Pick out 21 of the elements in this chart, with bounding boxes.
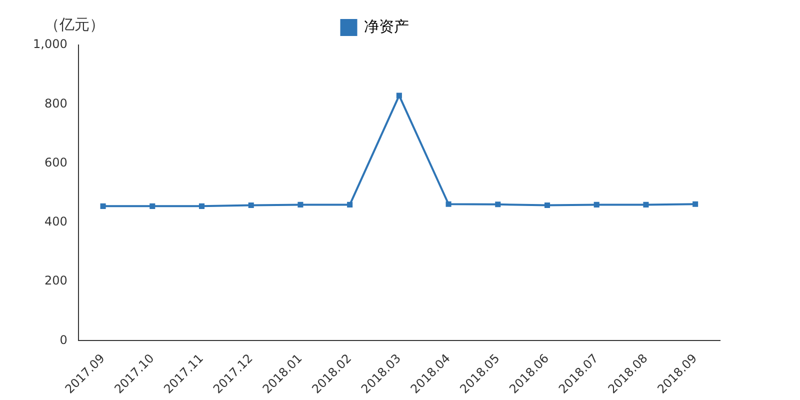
y-tick-label: 0 — [60, 332, 68, 347]
point — [495, 202, 501, 208]
y-tick-label: 800 — [44, 96, 68, 110]
point — [692, 201, 698, 207]
y-tick-label: 400 — [44, 214, 68, 229]
point — [150, 203, 156, 209]
legend-label: 净资产 — [364, 17, 409, 36]
point — [298, 202, 304, 208]
y-tick-label: 600 — [44, 155, 68, 170]
point — [347, 202, 353, 208]
point — [446, 201, 452, 207]
point — [198, 203, 205, 209]
y-axis-title: （亿元） — [44, 15, 104, 34]
point — [248, 202, 254, 208]
point — [100, 203, 106, 209]
point — [643, 202, 649, 208]
point — [396, 92, 402, 98]
point — [594, 202, 600, 208]
y-tick-label: 1,000 — [32, 37, 68, 52]
point — [544, 202, 550, 208]
y-tick-label: 200 — [44, 274, 68, 288]
